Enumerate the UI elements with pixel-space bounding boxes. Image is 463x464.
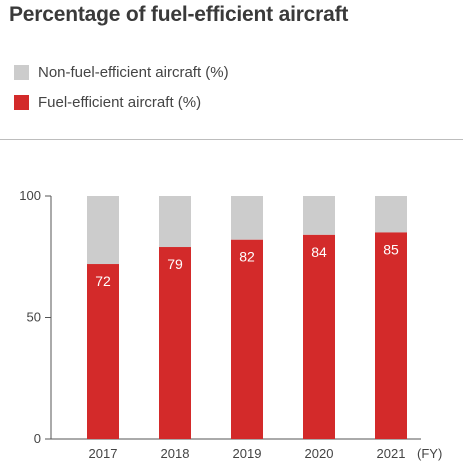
x-tick-label-2019: 2019 xyxy=(233,446,262,461)
chart-legend: Non-fuel-efficient aircraft (%) Fuel-eff… xyxy=(14,60,229,120)
bar-non-fuel-efficient-2017 xyxy=(87,196,119,265)
data-label-fuel-efficient-2017: 72 xyxy=(95,273,111,289)
x-tick-label-2021: 2021 xyxy=(377,446,406,461)
chart-title: Percentage of fuel-efficient aircraft xyxy=(9,3,349,26)
legend-item-non-fuel-efficient: Non-fuel-efficient aircraft (%) xyxy=(14,60,229,84)
y-tick-label-0: 0 xyxy=(34,431,41,446)
x-axis-labels: 2017 2018 2019 2020 2021 xyxy=(89,446,406,461)
bar-non-fuel-efficient-2019 xyxy=(231,196,263,240)
x-tick-label-2018: 2018 xyxy=(161,446,190,461)
legend-label-non-fuel-efficient: Non-fuel-efficient aircraft (%) xyxy=(38,63,229,81)
y-tick-label-50: 50 xyxy=(27,310,41,325)
bar-non-fuel-efficient-2020 xyxy=(303,196,335,235)
bar-fuel-efficient-2018 xyxy=(159,247,191,439)
header-divider xyxy=(0,139,463,140)
x-axis-unit-label: (FY) xyxy=(417,446,442,461)
bar-non-fuel-efficient-2021 xyxy=(375,196,407,233)
y-axis-ticks: 0 50 100 xyxy=(19,188,51,446)
data-label-fuel-efficient-2020: 84 xyxy=(311,244,327,260)
bar-fuel-efficient-2020 xyxy=(303,234,335,439)
bar-non-fuel-efficient-2018 xyxy=(159,196,191,248)
legend-swatch-fuel-efficient xyxy=(14,94,29,110)
y-tick-label-100: 100 xyxy=(19,188,41,203)
legend-item-fuel-efficient: Fuel-efficient aircraft (%) xyxy=(14,90,229,114)
bar-fuel-efficient-2021 xyxy=(375,232,407,439)
bar-fuel-efficient-2019 xyxy=(231,239,263,439)
bars-group: 72 79 82 84 85 xyxy=(87,196,407,439)
x-tick-label-2020: 2020 xyxy=(305,446,334,461)
data-label-fuel-efficient-2019: 82 xyxy=(239,249,255,265)
legend-swatch-non-fuel-efficient xyxy=(14,64,29,80)
x-tick-label-2017: 2017 xyxy=(89,446,118,461)
data-label-fuel-efficient-2018: 79 xyxy=(167,256,183,272)
legend-label-fuel-efficient: Fuel-efficient aircraft (%) xyxy=(38,93,202,111)
data-label-fuel-efficient-2021: 85 xyxy=(383,241,399,257)
bar-fuel-efficient-2017 xyxy=(87,264,119,439)
